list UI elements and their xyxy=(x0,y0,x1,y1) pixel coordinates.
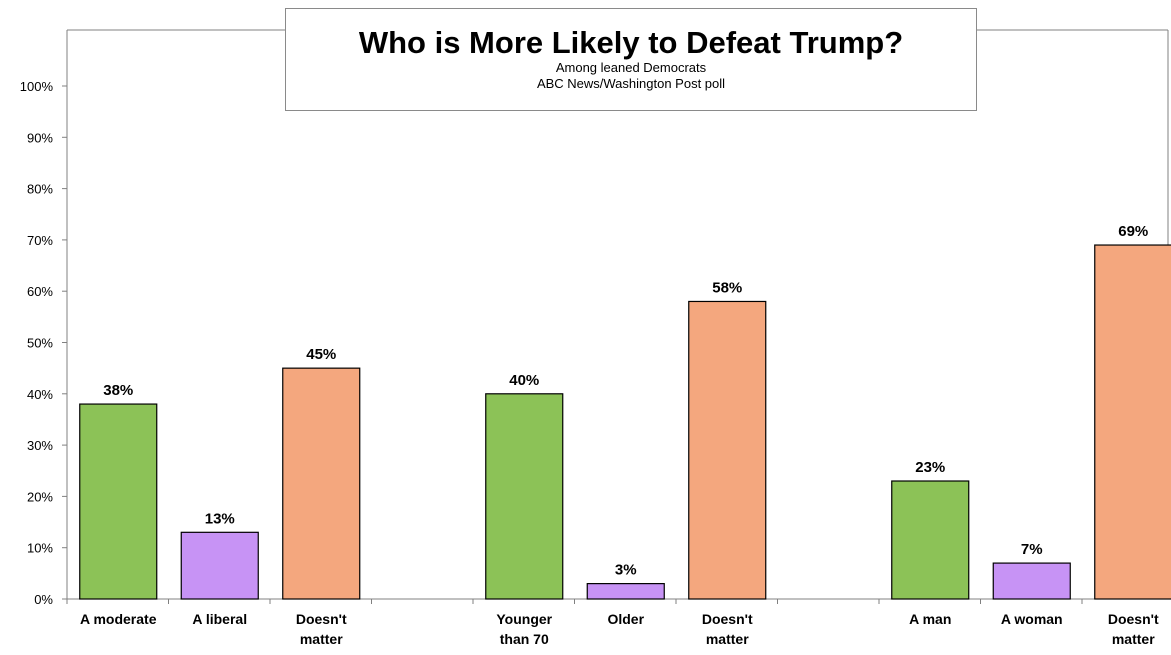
y-tick-label: 50% xyxy=(27,336,53,351)
x-category-label: than 70 xyxy=(500,631,549,647)
x-category-label: A man xyxy=(909,611,951,627)
bar xyxy=(586,583,665,600)
data-label: 7% xyxy=(1021,541,1043,558)
x-category-label: A moderate xyxy=(80,611,157,627)
data-label: 23% xyxy=(915,459,945,476)
y-tick-label: 90% xyxy=(27,130,53,145)
chart-title-box: Who is More Likely to Defeat Trump? Amon… xyxy=(285,8,977,111)
y-tick-label: 100% xyxy=(20,79,54,94)
x-category-label: matter xyxy=(300,631,343,647)
y-tick-label: 60% xyxy=(27,284,53,299)
chart-subtitle-line-1: Among leaned Democrats xyxy=(555,60,707,75)
x-category-label: matter xyxy=(706,631,749,647)
x-category-label: Doesn't xyxy=(296,611,347,627)
x-category-label: Younger xyxy=(496,611,552,627)
y-tick-label: 20% xyxy=(27,489,53,504)
bar xyxy=(180,531,259,600)
x-category-label: Doesn't xyxy=(1108,611,1159,627)
bar xyxy=(282,367,361,600)
bar xyxy=(485,393,564,600)
data-label: 13% xyxy=(205,510,235,527)
bar xyxy=(891,480,970,600)
y-tick-label: 80% xyxy=(27,182,53,197)
x-category-label: matter xyxy=(1112,631,1155,647)
data-label: 38% xyxy=(103,382,133,399)
bar xyxy=(688,300,767,600)
chart-subtitle-line-2: ABC News/Washington Post poll xyxy=(536,76,726,91)
x-category-label: A liberal xyxy=(192,611,247,627)
data-label: 69% xyxy=(1118,223,1148,240)
data-label: 40% xyxy=(509,372,539,389)
y-tick-label: 70% xyxy=(27,233,53,248)
x-category-label: A woman xyxy=(1001,611,1063,627)
y-tick-label: 10% xyxy=(27,541,53,556)
bar xyxy=(79,403,158,600)
data-label: 45% xyxy=(306,346,336,363)
x-category-label: Older xyxy=(607,611,644,627)
chart-title: Who is More Likely to Defeat Trump? xyxy=(358,25,904,60)
bar xyxy=(1094,244,1171,600)
x-category-label: Doesn't xyxy=(702,611,753,627)
data-label: 3% xyxy=(615,562,637,579)
y-tick-label: 30% xyxy=(27,438,53,453)
y-tick-label: 0% xyxy=(34,592,53,607)
y-tick-label: 40% xyxy=(27,387,53,402)
bar xyxy=(992,562,1071,600)
data-label: 58% xyxy=(712,279,742,296)
